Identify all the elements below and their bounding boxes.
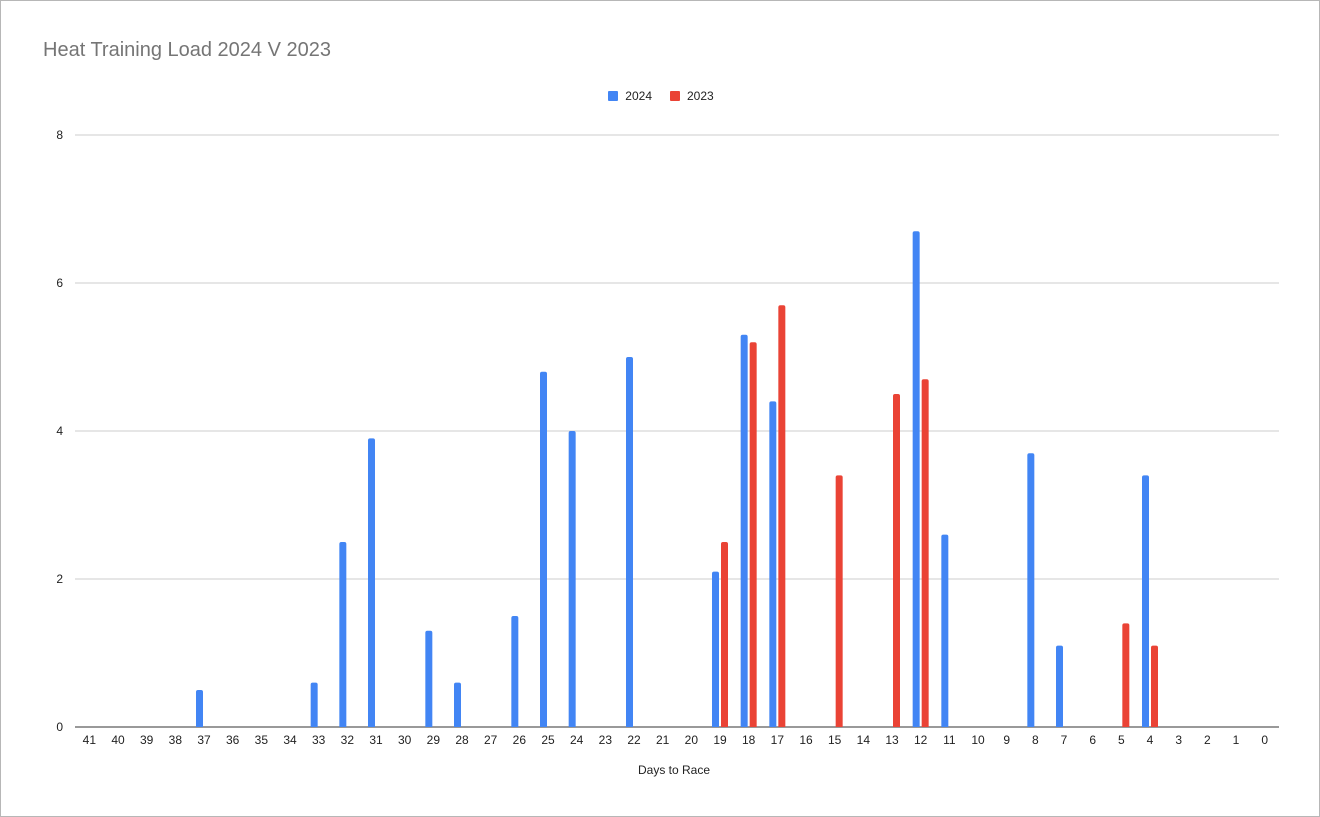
bar-2024-26[interactable] xyxy=(511,616,519,727)
bar-2024-12[interactable] xyxy=(912,231,920,727)
bar-2024-18[interactable] xyxy=(740,334,748,727)
x-tick-label: 38 xyxy=(169,733,183,747)
x-tick-label: 5 xyxy=(1118,733,1125,747)
y-axis-labels: 0 2 4 6 8 xyxy=(56,128,63,734)
x-tick-label: 1 xyxy=(1233,733,1240,747)
x-tick-label: 19 xyxy=(713,733,727,747)
bar-2024-29[interactable] xyxy=(425,630,433,727)
x-tick-label: 18 xyxy=(742,733,756,747)
bar-2023-17[interactable] xyxy=(778,305,786,727)
chart-legend: 2024 2023 xyxy=(1,89,1320,103)
x-tick-label: 14 xyxy=(857,733,871,747)
x-tick-label: 35 xyxy=(255,733,269,747)
legend-item-2024[interactable]: 2024 xyxy=(608,89,652,103)
x-axis-title: Days to Race xyxy=(638,763,710,777)
x-tick-label: 17 xyxy=(771,733,785,747)
x-tick-label: 0 xyxy=(1261,733,1268,747)
bar-2023-15[interactable] xyxy=(835,475,843,727)
legend-label-2024: 2024 xyxy=(625,89,652,103)
bar-2024-33[interactable] xyxy=(310,682,318,727)
x-tick-label: 41 xyxy=(83,733,97,747)
x-tick-label: 10 xyxy=(971,733,985,747)
bar-2023-18[interactable] xyxy=(749,342,757,727)
x-tick-label: 34 xyxy=(283,733,297,747)
bar-2024-32[interactable] xyxy=(339,542,347,727)
bar-2023-4[interactable] xyxy=(1151,645,1158,727)
bars xyxy=(196,231,1158,727)
x-tick-label: 15 xyxy=(828,733,842,747)
x-tick-label: 33 xyxy=(312,733,326,747)
x-tick-label: 24 xyxy=(570,733,584,747)
x-tick-label: 23 xyxy=(599,733,613,747)
bar-2024-25[interactable] xyxy=(540,371,547,727)
bar-2024-31[interactable] xyxy=(368,438,375,727)
x-tick-label: 11 xyxy=(943,733,956,747)
chart-title: Heat Training Load 2024 V 2023 xyxy=(43,39,331,61)
legend-swatch-2023 xyxy=(670,91,680,101)
gridlines xyxy=(75,134,1279,728)
x-tick-label: 13 xyxy=(885,733,899,747)
legend-item-2023[interactable]: 2023 xyxy=(670,89,714,103)
x-tick-label: 2 xyxy=(1204,733,1211,747)
x-tick-label: 26 xyxy=(513,733,527,747)
bar-2024-24[interactable] xyxy=(568,431,576,727)
x-tick-label: 37 xyxy=(197,733,211,747)
x-tick-label: 28 xyxy=(455,733,469,747)
x-tick-label: 39 xyxy=(140,733,154,747)
bar-2024-11[interactable] xyxy=(941,534,949,727)
x-tick-label: 22 xyxy=(627,733,641,747)
x-tick-label: 8 xyxy=(1032,733,1039,747)
x-tick-label: 7 xyxy=(1061,733,1068,747)
bar-2023-19[interactable] xyxy=(721,542,728,727)
bar-2024-22[interactable] xyxy=(626,357,633,727)
x-tick-label: 21 xyxy=(656,733,670,747)
y-tick-label: 4 xyxy=(56,424,63,438)
x-tick-label: 32 xyxy=(341,733,355,747)
legend-swatch-2024 xyxy=(608,91,619,101)
x-tick-label: 3 xyxy=(1175,733,1182,747)
y-tick-label: 0 xyxy=(56,720,63,734)
bar-2024-4[interactable] xyxy=(1142,475,1149,727)
x-axis-labels: 41 40 39 38 37 36 35 34 33 32 31 30 29 28 27 26 25 24 23 22… xyxy=(83,733,1269,747)
x-tick-label: 6 xyxy=(1089,733,1096,747)
x-tick-label: 20 xyxy=(685,733,699,747)
x-tick-label: 30 xyxy=(398,733,412,747)
x-tick-label: 29 xyxy=(427,733,441,747)
y-tick-label: 6 xyxy=(56,276,63,290)
y-tick-label: 8 xyxy=(56,128,63,142)
x-tick-label: 16 xyxy=(799,733,813,747)
x-tick-label: 40 xyxy=(111,733,125,747)
x-tick-label: 31 xyxy=(369,733,383,747)
x-tick-label: 36 xyxy=(226,733,240,747)
x-tick-label: 25 xyxy=(541,733,555,747)
bar-2023-13[interactable] xyxy=(893,394,900,727)
bar-2024-7[interactable] xyxy=(1056,645,1063,727)
x-tick-label: 9 xyxy=(1003,733,1010,747)
bar-2024-37[interactable] xyxy=(196,690,203,727)
x-tick-label: 27 xyxy=(484,733,498,747)
x-tick-label: 4 xyxy=(1147,733,1154,747)
bar-2023-12[interactable] xyxy=(921,379,929,727)
bar-2023-5[interactable] xyxy=(1122,623,1130,727)
x-tick-label: 12 xyxy=(914,733,928,747)
bar-2024-19[interactable] xyxy=(712,571,719,727)
bar-2024-17[interactable] xyxy=(769,401,777,727)
y-tick-label: 2 xyxy=(56,572,63,586)
bar-2024-8[interactable] xyxy=(1027,453,1035,727)
legend-label-2023: 2023 xyxy=(687,89,714,103)
bar-2024-28[interactable] xyxy=(454,682,461,727)
